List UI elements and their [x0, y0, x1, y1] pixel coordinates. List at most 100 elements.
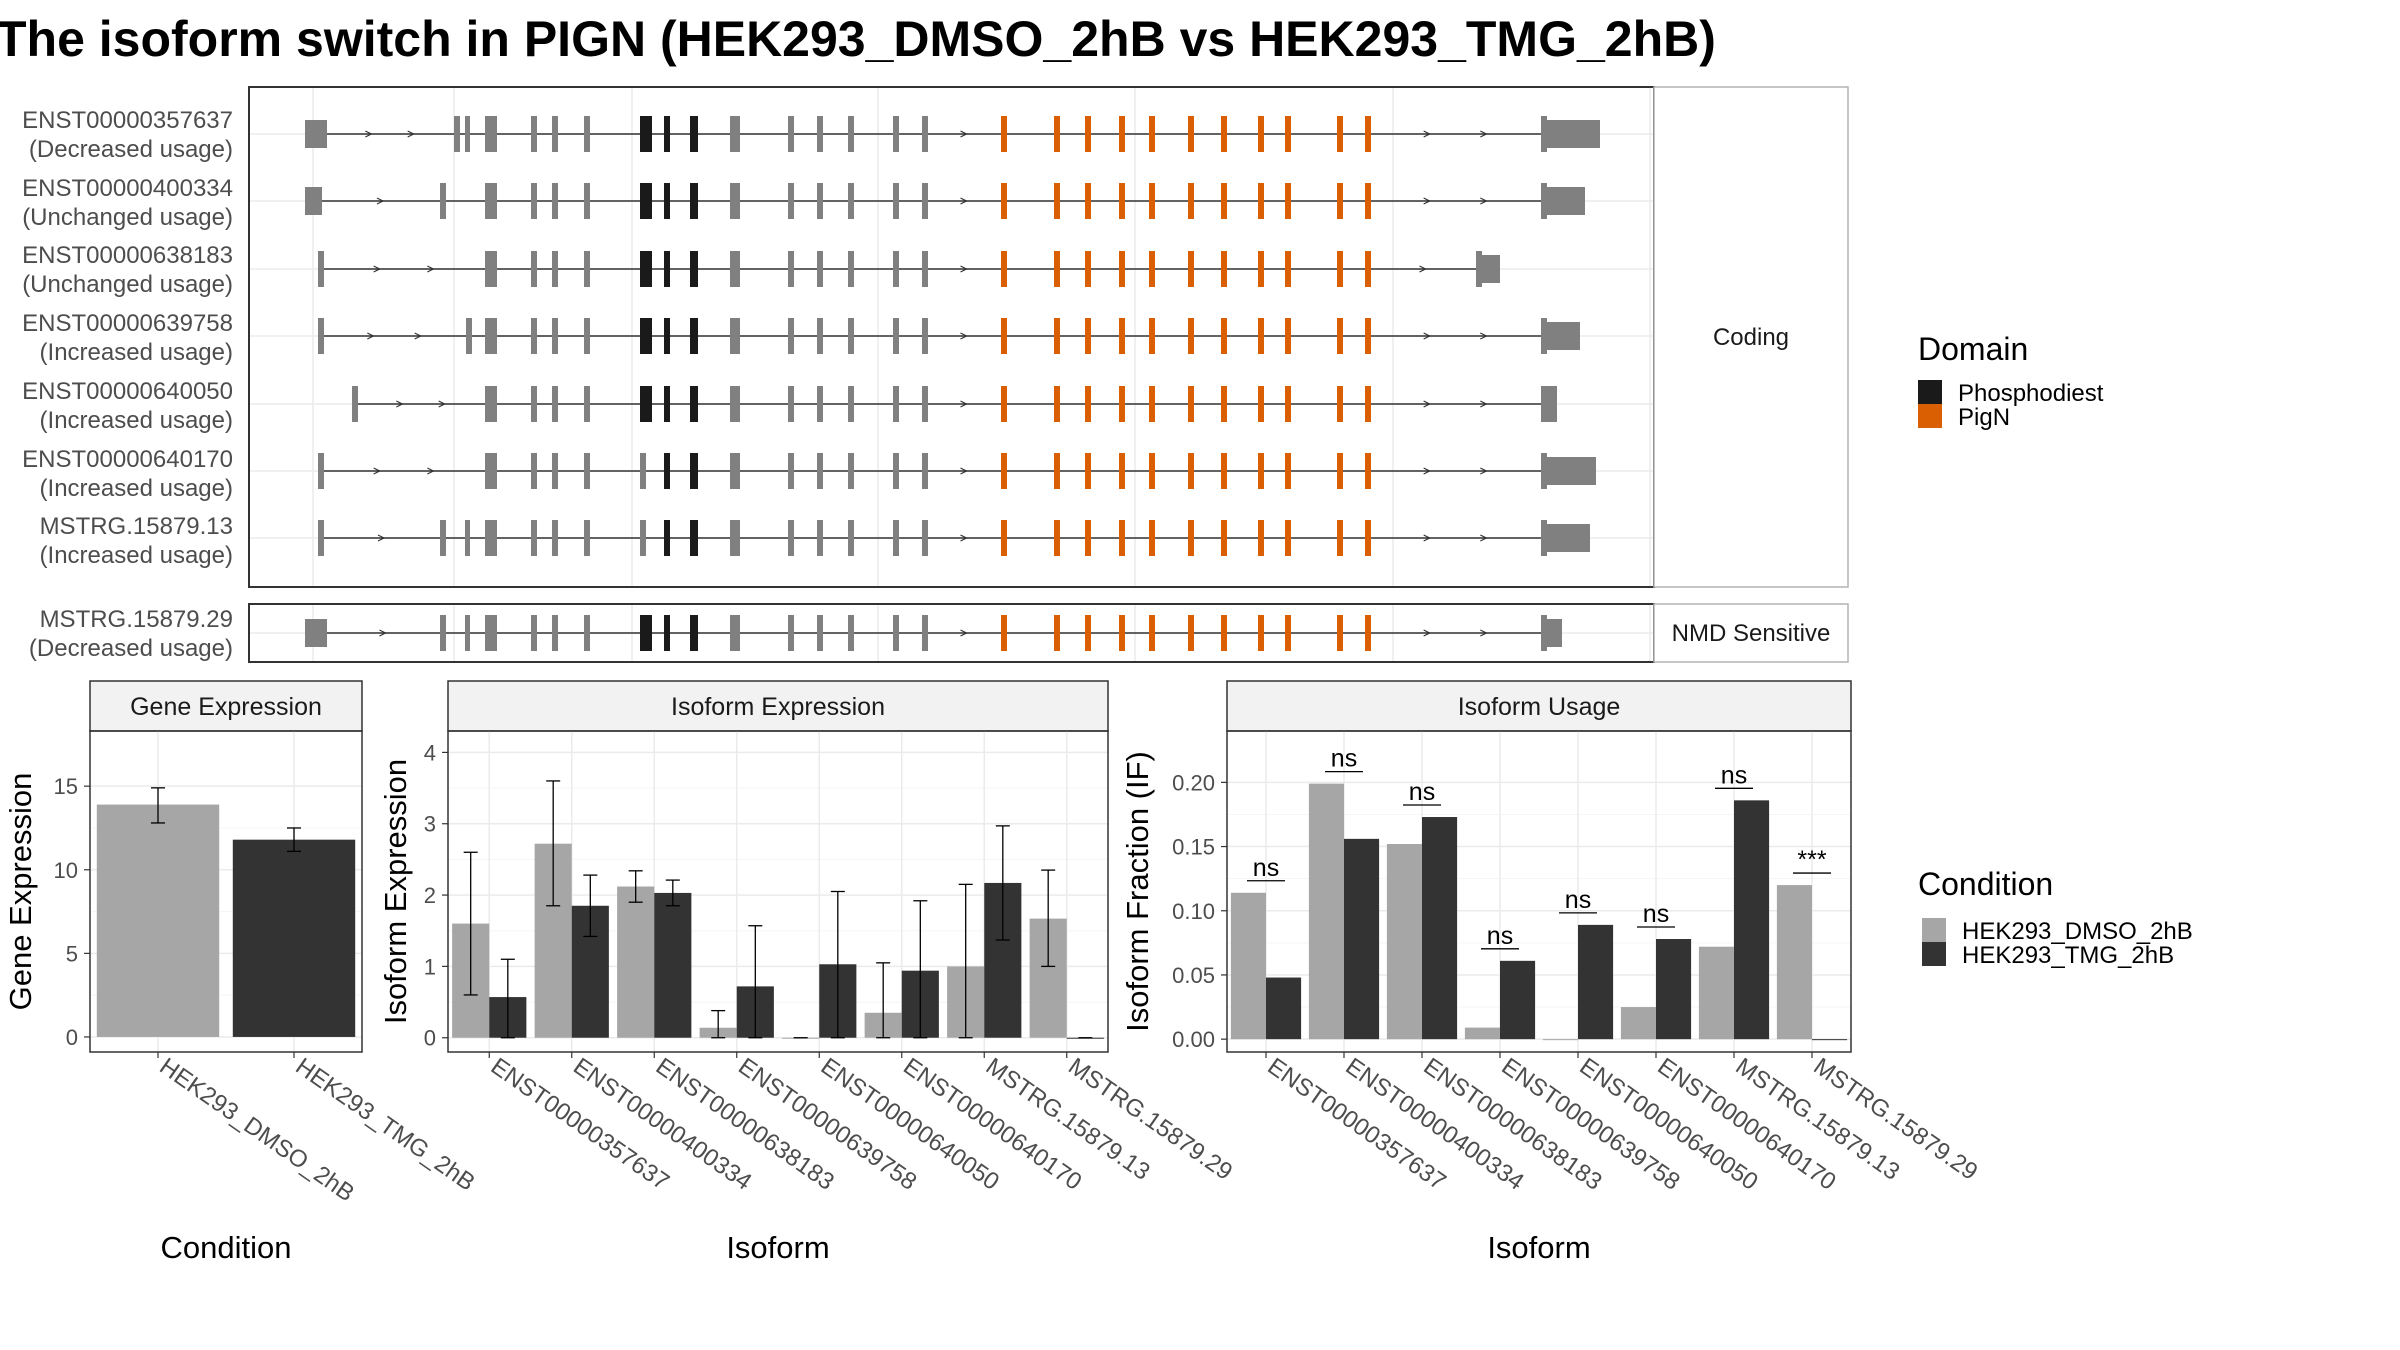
bar — [1266, 977, 1302, 1040]
exon — [1541, 183, 1547, 219]
panel-border — [447, 730, 1109, 1053]
y-tick-label: 0.10 — [1172, 899, 1215, 924]
transcript-track — [318, 251, 1500, 287]
exon — [1541, 520, 1547, 556]
exon — [730, 386, 740, 422]
exon — [584, 520, 590, 556]
chart-title: Isoform Usage — [1458, 693, 1621, 721]
isoform-label-usage: (Increased usage) — [40, 542, 233, 569]
x-axis-title: Condition — [161, 1230, 292, 1265]
pign-domain-exon — [1054, 116, 1060, 152]
bar — [1812, 1039, 1848, 1041]
exon — [788, 183, 794, 219]
pign-domain-exon — [1188, 615, 1194, 651]
panel-border — [89, 730, 363, 1053]
bar — [1578, 924, 1614, 1040]
pign-domain-exon — [1221, 386, 1227, 422]
panel-border — [1226, 730, 1852, 1053]
intron-arrow — [960, 400, 968, 408]
condition-legend-label-dmso: HEK293_DMSO_2hB — [1962, 918, 2193, 945]
isoform-label-id: ENST00000357637 — [22, 107, 233, 134]
pign-domain-exon — [1188, 386, 1194, 422]
y-axis-title: Gene Expression — [3, 773, 38, 1011]
pign-domain-exon — [1221, 251, 1227, 287]
exon — [531, 183, 537, 219]
pign-domain-exon — [1149, 116, 1155, 152]
y-tick-label: 0.20 — [1172, 770, 1215, 795]
intron-arrow — [1480, 400, 1488, 408]
exon — [817, 251, 823, 287]
exon — [922, 386, 928, 422]
exon — [552, 251, 558, 287]
isoform-labels: ENST00000357637 (Decreased usage) ENST00… — [22, 107, 233, 662]
intron-arrow — [1480, 197, 1488, 205]
bar — [96, 804, 220, 1037]
exon — [440, 615, 446, 651]
pign-domain-exon — [1285, 116, 1291, 152]
y-tick-label: 0.15 — [1172, 835, 1215, 860]
exon — [1476, 251, 1482, 287]
exon — [788, 520, 794, 556]
pign-domain-exon — [1054, 386, 1060, 422]
significance-label: ns — [1721, 761, 1747, 789]
pign-domain-exon — [1001, 453, 1007, 489]
pign-domain-exon — [1365, 386, 1371, 422]
exon — [848, 453, 854, 489]
structure-panel-coding: Coding — [248, 86, 1849, 588]
exon — [1547, 457, 1596, 485]
pign-domain-exon — [1085, 318, 1091, 354]
intron-arrow — [1480, 629, 1488, 637]
exon — [318, 251, 324, 287]
pign-domain-exon — [1258, 318, 1264, 354]
phosphodiest-domain-exon — [664, 318, 670, 354]
significance-label: ns — [1331, 745, 1357, 773]
exon — [1541, 453, 1547, 489]
pign-domain-exon — [1365, 615, 1371, 651]
pign-domain-exon — [1365, 116, 1371, 152]
intron-arrow — [396, 400, 404, 408]
condition-legend-swatch-tmg — [1922, 942, 1946, 966]
intron-arrow — [427, 265, 435, 273]
exon — [485, 183, 497, 219]
pign-domain-exon — [1054, 615, 1060, 651]
isoform-label-id: ENST00000638183 — [22, 242, 233, 269]
phosphodiest-domain-exon — [664, 116, 670, 152]
pign-domain-exon — [1001, 183, 1007, 219]
pign-domain-exon — [1149, 251, 1155, 287]
exon — [485, 453, 497, 489]
exon — [584, 251, 590, 287]
y-tick-label: 5 — [66, 941, 78, 966]
pign-domain-exon — [1285, 183, 1291, 219]
exon — [1547, 619, 1562, 647]
strip-nmd-label: NMD Sensitive — [1672, 620, 1831, 647]
exon — [1547, 187, 1585, 215]
intron-arrow — [1423, 534, 1432, 542]
exon — [584, 183, 590, 219]
significance-label: *** — [1797, 846, 1826, 874]
isoform-label-id: MSTRG.15879.29 — [40, 606, 233, 633]
isoform-label-usage: (Decreased usage) — [29, 136, 233, 163]
exon — [485, 615, 497, 651]
exon — [584, 318, 590, 354]
pign-domain-exon — [1258, 520, 1264, 556]
exon — [552, 318, 558, 354]
exon — [305, 619, 327, 647]
y-tick-label: 0 — [424, 1026, 436, 1051]
exon — [788, 615, 794, 651]
isoform-label-usage: (Unchanged usage) — [22, 204, 233, 231]
pign-domain-exon — [1258, 615, 1264, 651]
exon — [893, 318, 899, 354]
exon — [788, 116, 794, 152]
exon — [848, 318, 854, 354]
pign-domain-exon — [1085, 251, 1091, 287]
exon — [893, 183, 899, 219]
pign-domain-exon — [1149, 318, 1155, 354]
pign-domain-exon — [1001, 615, 1007, 651]
condition-legend-title: Condition — [1918, 866, 2053, 902]
pign-domain-exon — [1054, 453, 1060, 489]
pign-domain-exon — [1188, 251, 1194, 287]
intron-arrow — [960, 130, 968, 138]
exon — [817, 318, 823, 354]
exon — [893, 251, 899, 287]
